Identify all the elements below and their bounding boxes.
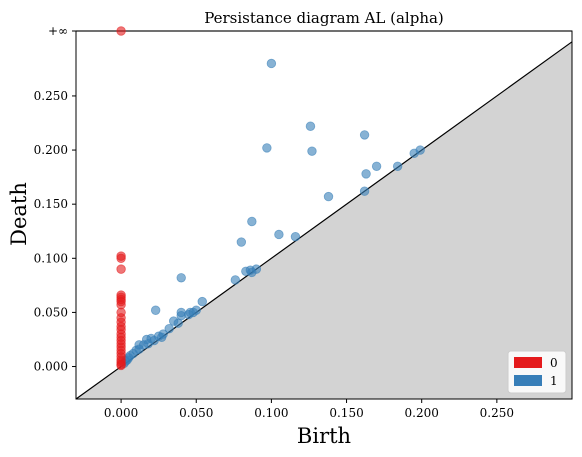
x-tick-label: 0.050 <box>179 406 213 420</box>
data-point-series-1 <box>143 339 153 349</box>
data-point-series-1 <box>230 275 241 285</box>
data-point-series-1 <box>361 169 371 179</box>
x-tick-label: 0.150 <box>329 406 363 420</box>
y-tick-label: 0.100 <box>34 251 68 265</box>
data-point-series-1 <box>274 229 284 240</box>
data-point-series-1 <box>409 148 419 159</box>
data-point-series-1 <box>307 146 317 156</box>
data-point-series-1 <box>359 130 370 140</box>
legend-label: 1 <box>550 374 558 388</box>
legend-label: 0 <box>550 356 558 370</box>
y-tick-label: 0.150 <box>34 197 68 211</box>
data-point-series-1 <box>150 305 161 315</box>
y-tick-label-infinity: +∞ <box>48 24 68 38</box>
y-axis-label: Death <box>7 182 31 246</box>
data-point-series-1 <box>173 318 183 328</box>
data-point-series-1 <box>156 332 167 343</box>
plot-area: 0.000 0.050 0.100 0.150 0.200 0.250 0.000 0.050… <box>34 24 573 420</box>
data-point-series-0 <box>116 26 126 36</box>
data-point-series-0 <box>116 360 126 371</box>
chart-title: Persistance diagram AL (alpha) <box>204 9 444 27</box>
data-point-series-1 <box>188 307 198 318</box>
data-point-series-1 <box>392 161 403 171</box>
x-tick-label: 0.000 <box>104 406 138 420</box>
data-point-series-1 <box>305 121 316 131</box>
legend-swatch <box>514 357 542 368</box>
data-point-series-1 <box>245 265 256 275</box>
data-point-series-1 <box>359 186 370 196</box>
y-tick-label: 0.050 <box>34 305 68 319</box>
data-point-series-0 <box>116 253 126 263</box>
y-tick-label: 0.250 <box>34 89 68 103</box>
y-tick-label: 0.200 <box>34 143 68 157</box>
data-point-series-1 <box>134 344 144 354</box>
data-point-series-1 <box>164 323 174 334</box>
x-axis-label: Birth <box>297 424 351 448</box>
legend-swatch <box>514 375 542 386</box>
data-point-series-1 <box>197 296 207 307</box>
x-tick-label: 0.250 <box>480 406 514 420</box>
axes-frame <box>75 30 573 400</box>
y-tick-label: 0.000 <box>34 360 68 374</box>
data-point-series-1 <box>323 191 334 202</box>
data-point-series-1 <box>236 237 247 247</box>
data-point-series-0 <box>116 264 126 274</box>
x-tick-label: 0.100 <box>254 406 288 420</box>
x-tick-label: 0.200 <box>405 406 439 420</box>
data-point-series-1 <box>290 231 301 242</box>
data-point-series-1 <box>247 216 257 227</box>
data-point-series-1 <box>266 58 277 69</box>
data-point-series-1 <box>371 161 382 171</box>
data-point-series-1 <box>176 273 186 283</box>
data-point-series-1 <box>262 143 272 153</box>
